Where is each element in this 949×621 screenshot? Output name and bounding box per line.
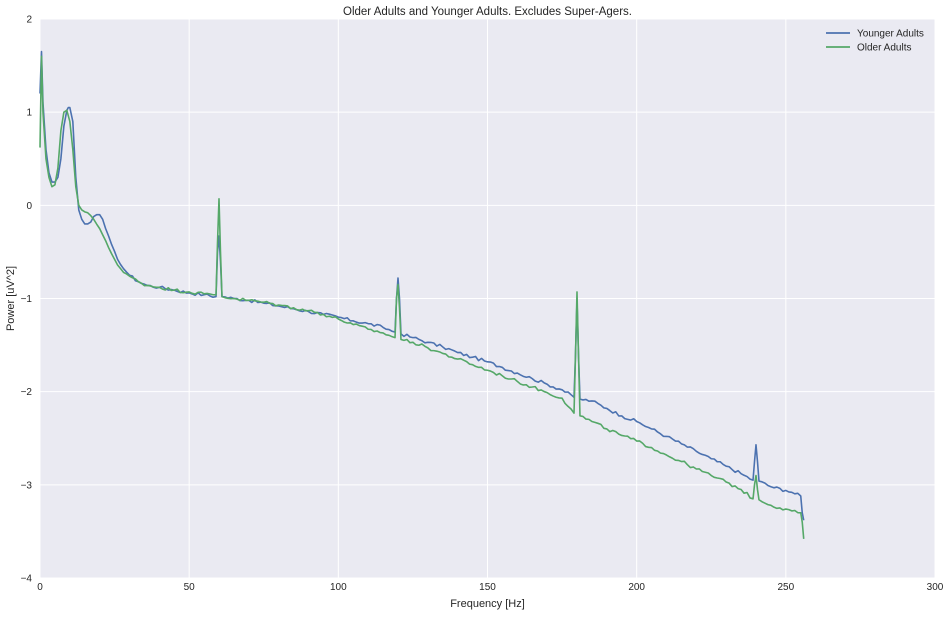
y-tick-label: −3 xyxy=(21,480,33,491)
y-tick-label: −1 xyxy=(21,294,33,305)
y-tick-label: −4 xyxy=(21,574,33,585)
y-tick-label: −2 xyxy=(21,387,33,398)
grid-lines xyxy=(39,18,936,579)
y-tick-label: 2 xyxy=(26,15,32,26)
y-tick-label: 1 xyxy=(26,108,32,119)
legend: Younger Adults Older Adults xyxy=(826,29,924,54)
x-tick-label: 50 xyxy=(184,582,196,593)
y-tick-label: 0 xyxy=(26,201,32,212)
x-tick-label: 250 xyxy=(777,582,794,593)
x-tick-label: 300 xyxy=(927,582,944,593)
legend-label-younger-adults: Younger Adults xyxy=(857,29,924,40)
tick-labels: 0 50 100 150 200 250 300 −4 −3 −2 −1 0 1 2 xyxy=(21,15,944,594)
legend-label-older-adults: Older Adults xyxy=(857,43,911,54)
x-tick-label: 150 xyxy=(479,582,496,593)
series-lines xyxy=(39,50,805,539)
x-tick-label: 100 xyxy=(330,582,347,593)
x-tick-label: 0 xyxy=(37,582,43,593)
chart-title: Older Adults and Younger Adults. Exclude… xyxy=(343,6,632,18)
y-axis-label: Power [uV^2] xyxy=(5,266,17,331)
x-tick-label: 200 xyxy=(628,582,645,593)
x-axis-label: Frequency [Hz] xyxy=(450,598,525,610)
series-line-older-adults xyxy=(39,55,805,539)
